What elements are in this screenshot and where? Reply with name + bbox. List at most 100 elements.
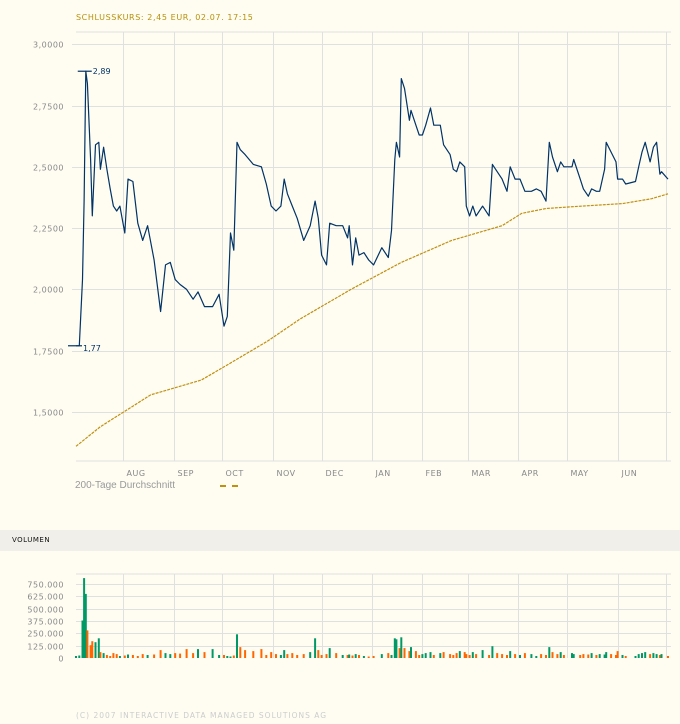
x-tick-label: SEP [178, 469, 194, 478]
volume-y-tick-label: 500.000 [27, 606, 64, 615]
volume-bar [309, 652, 312, 658]
volume-bar [109, 656, 112, 658]
volume-bar [587, 654, 590, 658]
volume-bar [616, 651, 619, 658]
volume-bar [341, 655, 344, 658]
volume-bar [78, 655, 81, 658]
axis-ticks: 3,0000 2,7500 2,5000 2,2500 2,0000 1,7500 1,50… [27, 41, 636, 664]
volume-y-tick-label: 375.000 [27, 618, 64, 627]
x-tick-label: DEC [326, 469, 344, 478]
volume-bar [265, 655, 268, 658]
volume-bar [509, 651, 512, 658]
price-series [75, 70, 669, 347]
volume-bar [408, 651, 411, 658]
volume-bar [218, 655, 221, 658]
x-tick-label: MAR [472, 469, 491, 478]
volume-bar [442, 652, 445, 658]
volume-bar [439, 653, 442, 658]
legend-swatch-moving-average [220, 485, 238, 487]
volume-bar [660, 654, 663, 658]
volume-bar [91, 641, 94, 658]
volume-bar [367, 656, 370, 658]
volume-bar [514, 654, 517, 658]
volume-section-header: VOLUMEN [0, 530, 680, 551]
volume-bar [174, 653, 177, 658]
volume-y-tick-label: 125.000 [27, 643, 64, 652]
volume-bar [320, 655, 323, 658]
x-tick-label: NOV [277, 469, 296, 478]
volume-bar [530, 654, 533, 658]
volume-bar [358, 655, 360, 658]
volume-bar [519, 655, 521, 658]
volume-bar [652, 653, 655, 658]
volume-bar [545, 655, 547, 658]
y-tick-label: 1,5000 [33, 409, 64, 418]
volume-title: VOLUMEN [12, 536, 51, 544]
volume-bar [488, 655, 491, 658]
volume-bar [455, 653, 458, 658]
volume-bar [582, 654, 585, 658]
x-tick-label: OCT [226, 469, 244, 478]
volume-bar [598, 654, 601, 658]
volume-bar [179, 653, 182, 658]
volume-bar [226, 656, 229, 658]
volume-bar [279, 655, 282, 658]
volume-bar [314, 638, 317, 658]
volume-bar [270, 652, 273, 658]
volume-bar [153, 654, 156, 658]
volume-bar [424, 653, 427, 658]
volume-bar [317, 650, 320, 658]
volume-bar [387, 653, 390, 658]
grid [72, 31, 671, 658]
volume-bar [551, 652, 554, 658]
annotation-high-label: 2,89 [93, 67, 111, 76]
volume-bar [136, 656, 139, 658]
volume-bar [398, 648, 401, 658]
volume-bar [418, 655, 421, 658]
volume-bar [275, 654, 277, 658]
volume-bar [571, 653, 573, 658]
x-tick-label: AUG [127, 469, 146, 478]
volume-bar [540, 654, 543, 658]
volume-bar [395, 639, 398, 658]
volume-bar [535, 656, 538, 658]
volume-bar [465, 654, 468, 658]
volume-bar [556, 654, 559, 658]
x-tick-label: JAN [375, 469, 391, 478]
y-tick-label: 2,2500 [33, 225, 64, 234]
volume-bar [380, 654, 383, 658]
y-tick-label: 2,5000 [33, 164, 64, 173]
volume-bar [159, 650, 162, 658]
volume-bar [83, 578, 86, 658]
volume-bar [75, 656, 77, 658]
x-tick-label: MAY [571, 469, 589, 478]
legend-label: 200-Tage Durchschnitt [75, 480, 176, 491]
volume-bar [572, 654, 575, 658]
volume-bar [354, 654, 357, 658]
volume-bar [463, 652, 466, 658]
x-tick-label: APR [522, 469, 539, 478]
volume-y-tick-label: 625.000 [27, 593, 64, 602]
volume-bar [123, 655, 126, 658]
volume-bar [236, 634, 238, 658]
y-tick-label: 2,7500 [33, 103, 64, 112]
volume-bar [223, 655, 225, 658]
volume-bar [523, 653, 526, 658]
volume-bar [506, 655, 508, 658]
volume-bar [548, 647, 551, 658]
moving-average-line [75, 193, 669, 447]
volume-bar [410, 647, 412, 658]
volume-bar [624, 656, 627, 658]
volume-bar [192, 653, 195, 658]
volume-bar [610, 654, 613, 658]
volume-bar [393, 638, 396, 658]
volume-bar [468, 655, 471, 658]
volume-bar [634, 656, 637, 658]
volume-bar [458, 651, 461, 658]
volume-bar [112, 653, 115, 658]
volume-bar [496, 653, 499, 658]
volume-bar [452, 655, 455, 658]
volume-bar [81, 620, 84, 658]
volume-y-tick-label: 250.000 [27, 630, 64, 639]
